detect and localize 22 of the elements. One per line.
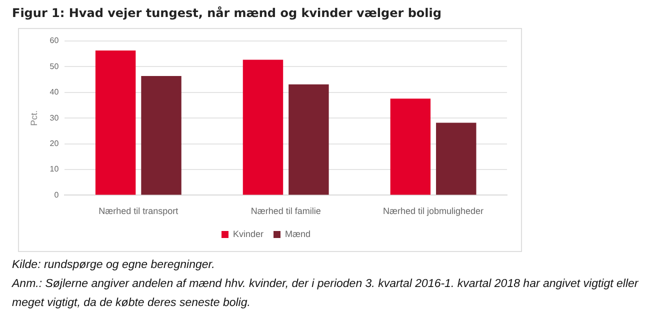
y-tick-label: 40	[50, 88, 60, 97]
x-tick-label: Nærhed til transport	[98, 206, 179, 216]
bar	[390, 98, 431, 195]
y-axis-title: Pct.	[28, 110, 39, 126]
y-tick-label: 60	[50, 36, 60, 46]
y-tick-label: 20	[50, 139, 60, 148]
y-tick-label: 0	[54, 190, 60, 200]
bar	[242, 60, 284, 195]
bar	[95, 50, 136, 195]
y-tick-label: 30	[50, 113, 60, 122]
text: Anm.: Søjlerne angiver andelen af mænd hhv. kvinder, der i perioden 3. kvartal 2016-1. kvartal 2018 har angivet vigtigt eller meget vigtigt, da de købte deres seneste bolig.	[12, 277, 640, 311]
legend-label: Kvinder	[232, 228, 264, 239]
chart-title: Figur 1: Hvad vejer tungest, når mænd og kvinder vælger bolig	[12, 6, 442, 20]
legend-label: Mænd	[285, 228, 311, 239]
bar	[141, 76, 182, 195]
x-tick-label: Nærhed til familie	[250, 206, 321, 216]
text: Kilde: rundspørge og egne beregninger.	[12, 258, 216, 273]
y-tick-label: 10	[50, 164, 60, 174]
bar	[288, 84, 329, 195]
bar	[436, 122, 476, 195]
x-tick-label: Nærhed til jobmuligheder	[383, 206, 484, 216]
y-tick-label: 50	[50, 62, 60, 71]
